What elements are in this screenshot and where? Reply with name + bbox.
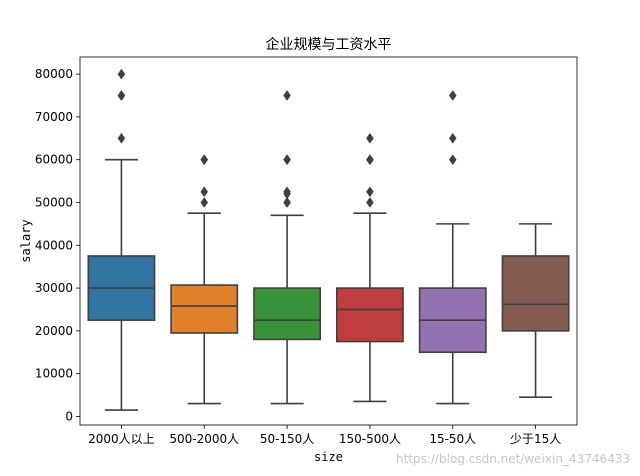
iqr-box bbox=[170, 284, 239, 334]
outlier-point bbox=[366, 197, 374, 208]
y-axis-label: salary bbox=[19, 219, 33, 262]
outlier-point bbox=[283, 197, 291, 208]
y-tick-label: 20000 bbox=[35, 324, 73, 338]
x-tick-label: 50-150人 bbox=[260, 432, 315, 446]
x-axis-label: size bbox=[314, 450, 343, 464]
y-tick-label: 40000 bbox=[35, 238, 73, 252]
watermark: https://blog.csdn.net/weixin_43746433 bbox=[395, 452, 630, 466]
outlier-point bbox=[117, 68, 126, 80]
box-4 bbox=[418, 90, 487, 405]
outlier-point bbox=[200, 186, 209, 198]
plot-area-frame bbox=[79, 56, 578, 426]
x-tick-label: 15-50人 bbox=[429, 432, 476, 446]
iqr-box bbox=[253, 287, 322, 341]
box-0 bbox=[87, 68, 156, 411]
x-axis: 2000人以上 500-2000人 50-150人 150-500人 15-50人 少于1… bbox=[88, 425, 561, 446]
box-1 bbox=[170, 154, 239, 405]
box-3 bbox=[335, 132, 404, 403]
outlier-point bbox=[366, 154, 374, 166]
iqr-box bbox=[501, 255, 570, 332]
iqr-box bbox=[335, 287, 404, 343]
y-tick-label: 50000 bbox=[35, 195, 73, 209]
outlier-point bbox=[200, 154, 209, 166]
x-tick-label: 500-2000人 bbox=[169, 432, 239, 446]
y-axis: 0 10000 20000 30000 40000 50000 60000 70000 8000… bbox=[35, 67, 80, 423]
boxes-group bbox=[87, 68, 570, 411]
x-tick-label: 少于15人 bbox=[510, 432, 561, 446]
y-tick-label: 60000 bbox=[35, 153, 73, 167]
outlier-point bbox=[448, 154, 457, 166]
outlier-point bbox=[448, 90, 457, 101]
chart-title: 企业规模与工资水平 bbox=[266, 36, 392, 53]
x-tick-label: 2000人以上 bbox=[88, 432, 155, 446]
outlier-point bbox=[366, 186, 374, 198]
outlier-point bbox=[117, 132, 126, 144]
y-tick-label: 70000 bbox=[35, 110, 73, 124]
outlier-point bbox=[283, 186, 291, 198]
box-2 bbox=[253, 90, 322, 405]
outlier-point bbox=[200, 197, 209, 208]
y-tick-label: 30000 bbox=[35, 281, 73, 295]
outlier-point bbox=[366, 132, 374, 144]
y-tick-label: 10000 bbox=[35, 367, 73, 381]
outlier-point bbox=[283, 90, 291, 101]
box-5 bbox=[501, 223, 570, 398]
outlier-point bbox=[283, 154, 291, 166]
outlier-point bbox=[117, 90, 126, 101]
y-tick-label: 0 bbox=[65, 409, 73, 423]
y-tick-label: 80000 bbox=[35, 67, 73, 81]
outlier-point bbox=[448, 132, 457, 144]
x-tick-label: 150-500人 bbox=[339, 432, 401, 446]
